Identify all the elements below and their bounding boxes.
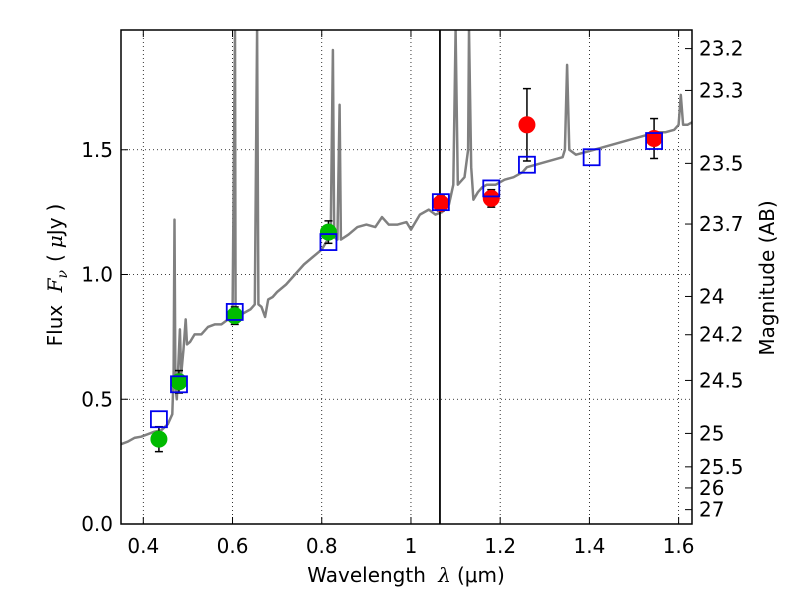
- data-point: [150, 430, 168, 448]
- y-tick-label: 1.0: [81, 263, 113, 287]
- data-point: [518, 116, 536, 134]
- model-point: [225, 303, 244, 321]
- magnitude-tick-label: 23.7: [699, 212, 744, 236]
- data-point: [432, 194, 450, 212]
- spectrum-line: [121, 30, 692, 446]
- model-point: [582, 148, 601, 167]
- magnitude-tick-label: 27: [699, 498, 724, 522]
- model-point: [150, 410, 168, 429]
- model-point: [170, 375, 188, 394]
- x-tick-label: 1.4: [573, 534, 605, 558]
- magnitude-tick-label: 23.5: [699, 151, 744, 175]
- x-tick-label: 1.6: [663, 534, 695, 558]
- y-tick-label: 0.5: [81, 387, 113, 411]
- y-tick-label: 0.0: [81, 512, 113, 536]
- model-point: [431, 193, 450, 212]
- ticks: 0.4 0.6 0.8 1 1.2 1.4 1.6 0.0 0.5 1.0 1.5 23.2 23.3 2…: [81, 30, 744, 558]
- magnitude-tick-label: 24.5: [699, 368, 744, 392]
- y-axis-title: Flux Fν(μJy): [43, 204, 71, 347]
- y-tick-label: 1.5: [81, 138, 113, 162]
- magnitude-tick-label: 25.5: [699, 455, 744, 479]
- magnitude-tick-label: 24.2: [699, 323, 744, 347]
- magnitude-tick-label: 26: [699, 476, 724, 500]
- magnitude-tick-label: 24: [699, 284, 724, 308]
- y2-axis-title: Magnitude (AB): [755, 200, 779, 355]
- data-point: [319, 223, 337, 241]
- magnitude-tick-label: 25: [699, 421, 724, 445]
- x-tick-label: 1.2: [484, 534, 516, 558]
- grid: [121, 30, 692, 524]
- x-tick-label: 0.8: [306, 534, 338, 558]
- x-tick-label: 1: [405, 534, 418, 558]
- spectrum-layer: [121, 30, 692, 446]
- model-point: [518, 155, 536, 174]
- data-point: [226, 307, 244, 325]
- model-point: [482, 179, 501, 198]
- x-tick-label: 0.6: [217, 534, 249, 558]
- magnitude-tick-label: 23.3: [699, 78, 744, 102]
- x-tick-label: 0.4: [127, 534, 159, 558]
- model-point: [645, 132, 663, 150]
- x-axis-title: Wavelength λ (μm): [307, 563, 505, 587]
- plot-frame: [120, 29, 693, 525]
- data-point: [482, 189, 500, 207]
- marker-layer: [150, 87, 663, 453]
- model-point: [319, 233, 338, 251]
- magnitude-tick-label: 23.2: [699, 37, 744, 61]
